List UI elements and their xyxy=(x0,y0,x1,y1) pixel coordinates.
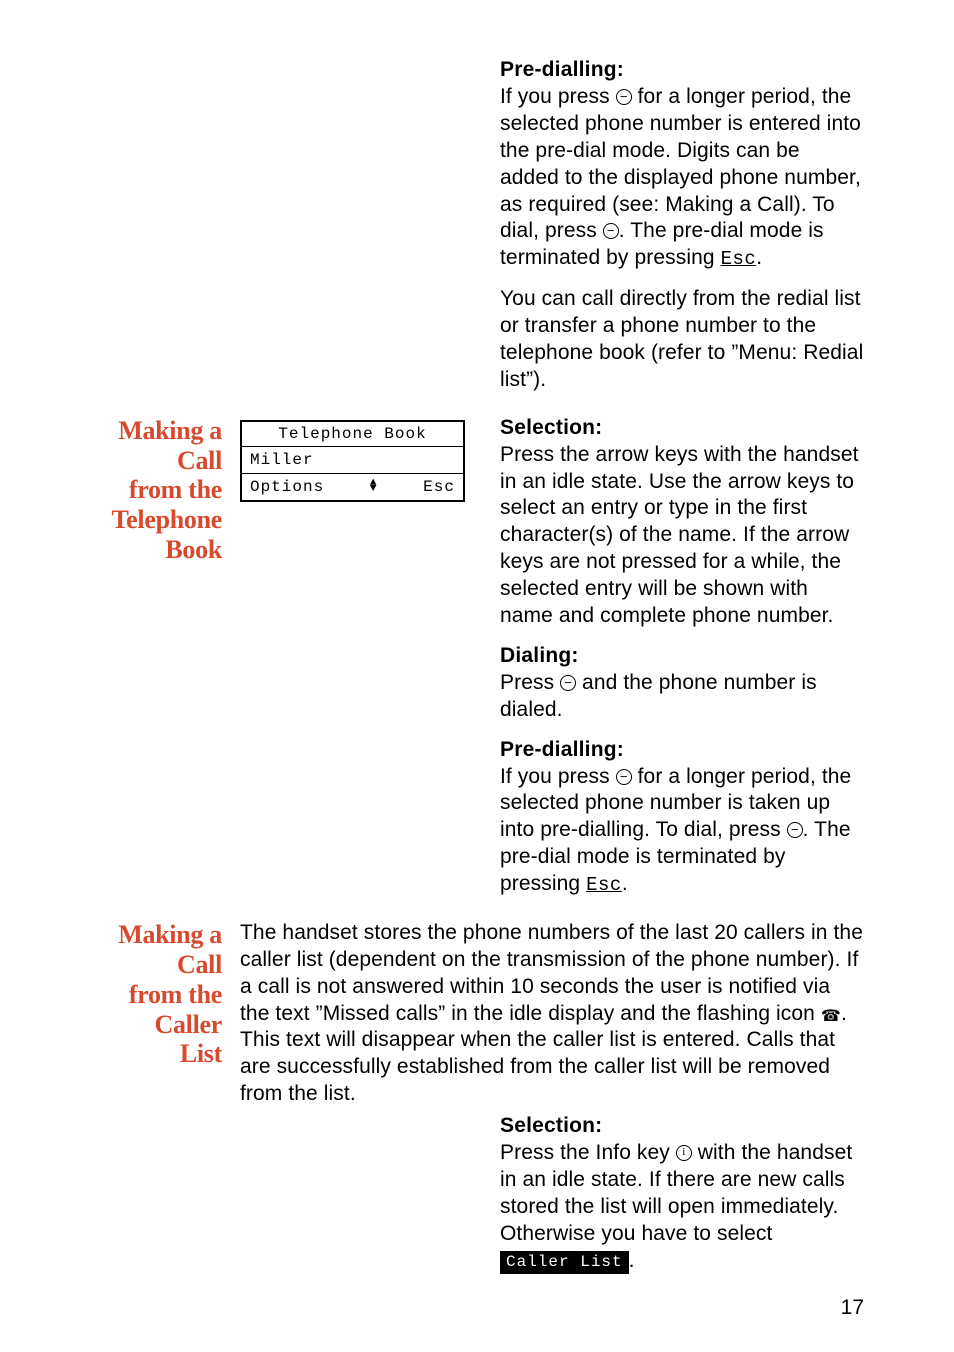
esc-key: Esc xyxy=(721,248,757,270)
phonebook-esc: Esc xyxy=(423,478,455,496)
hook-icon xyxy=(560,675,576,691)
hook-icon xyxy=(616,89,632,105)
caller-list-softkey: Caller List xyxy=(500,1251,629,1274)
caller-icon: ☎ xyxy=(821,1007,841,1027)
selection-2-c: . xyxy=(629,1249,635,1272)
selection-text-1: Press the arrow keys with the handset in… xyxy=(500,442,864,630)
section-predial-top: Pre-dialling: If you press for a longer … xyxy=(90,58,864,394)
selection-2-a: Press the Info key xyxy=(500,1141,676,1164)
heading-callerlist-l3: List xyxy=(90,1039,222,1069)
hook-icon xyxy=(603,223,619,239)
heading-callerlist: Making a Call from the Caller List xyxy=(90,920,222,1069)
heading-phonebook-l1: Making a Call xyxy=(90,416,222,476)
callerlist-intro-a: The handset stores the phone numbers of … xyxy=(240,921,863,1025)
section-callerlist-selection: Selection: Press the Info key with the h… xyxy=(90,1114,864,1274)
selection-text-2: Press the Info key with the handset in a… xyxy=(500,1140,864,1274)
predial-label-1: Pre-dialling: xyxy=(500,58,864,82)
esc-key: Esc xyxy=(586,874,622,896)
predial-1-a: If you press xyxy=(500,85,616,108)
section-callerlist-intro: Making a Call from the Caller List The h… xyxy=(90,920,864,1108)
heading-callerlist-l2: from the Caller xyxy=(90,980,222,1040)
dialing-a: Press xyxy=(500,671,560,694)
heading-phonebook-l3: Telephone xyxy=(90,505,222,535)
page-number: 17 xyxy=(841,1296,864,1320)
predial-text-2: If you press for a longer period, the se… xyxy=(500,764,864,898)
dialing-label: Dialing: xyxy=(500,644,864,668)
hook-icon xyxy=(616,769,632,785)
hook-icon xyxy=(787,822,803,838)
heading-phonebook-l4: Book xyxy=(90,535,222,565)
phonebook-options: Options xyxy=(250,478,324,496)
predial-2-a: If you press xyxy=(500,765,616,788)
heading-phonebook: Making a Call from the Telephone Book xyxy=(90,416,222,565)
phonebook-entry: Miller xyxy=(242,447,463,474)
phonebook-title: Telephone Book xyxy=(242,422,463,447)
callerlist-intro: The handset stores the phone numbers of … xyxy=(240,920,864,1108)
redial-text: You can call directly from the redial li… xyxy=(500,286,864,394)
predial-text-1: If you press for a longer period, the se… xyxy=(500,84,864,272)
predial-label-2: Pre-dialling: xyxy=(500,738,864,762)
info-icon xyxy=(676,1145,692,1161)
heading-callerlist-l1: Making a Call xyxy=(90,920,222,980)
predial-2-d: . xyxy=(622,872,628,895)
section-phonebook: Making a Call from the Telephone Book Te… xyxy=(90,416,864,898)
up-down-icon: ▲▼ xyxy=(370,481,378,492)
phonebook-display: Telephone Book Miller Options ▲▼ Esc xyxy=(240,420,465,502)
predial-1-d: . xyxy=(756,246,762,269)
dialing-text: Press and the phone number is dialed. xyxy=(500,670,864,724)
selection-label-1: Selection: xyxy=(500,416,864,440)
selection-label-2: Selection: xyxy=(500,1114,864,1138)
heading-phonebook-l2: from the xyxy=(90,475,222,505)
